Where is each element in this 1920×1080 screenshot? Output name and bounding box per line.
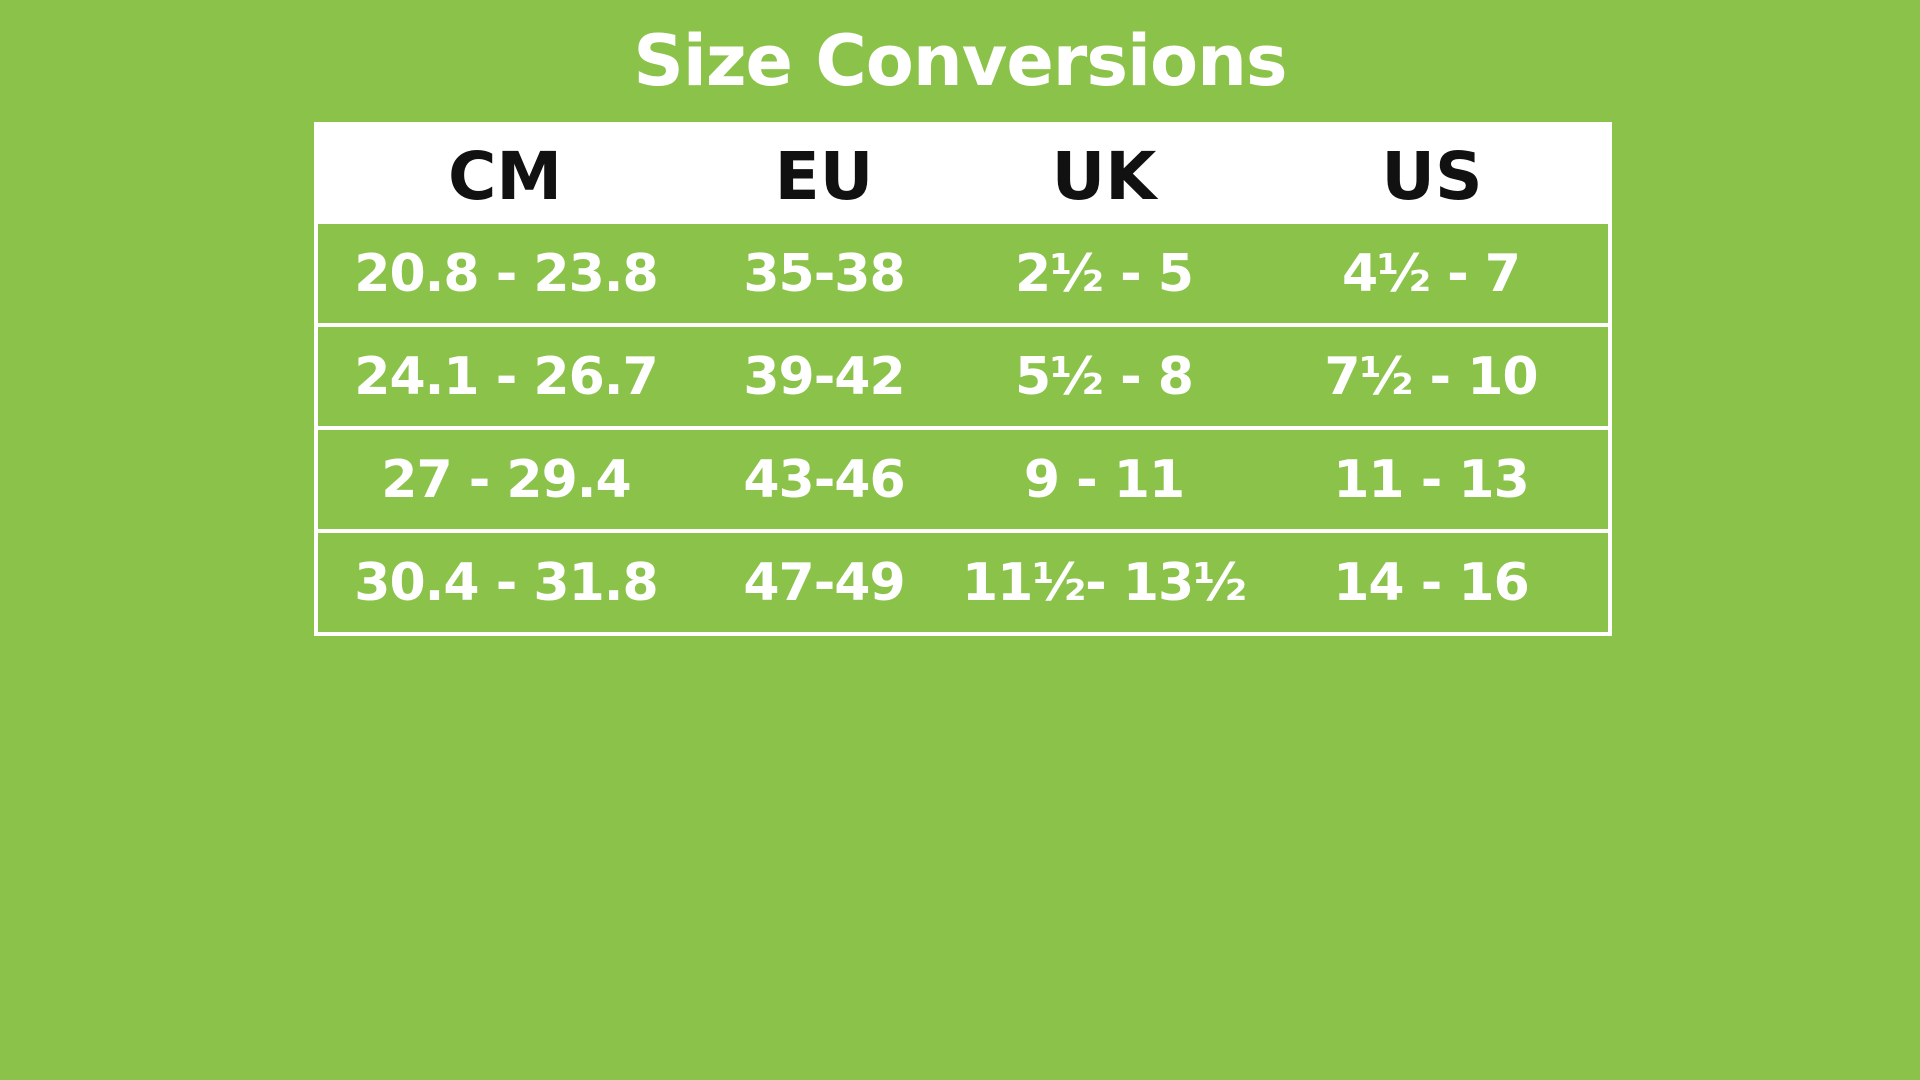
header-us: US (1252, 122, 1612, 224)
cell-cm: 24.1 - 26.7 (314, 323, 694, 430)
page-title: Size Conversions (633, 20, 1287, 102)
cell-us: 11 - 13 (1254, 426, 1612, 533)
table-row: 27 - 29.4 43-46 9 - 11 11 - 13 (314, 426, 1612, 533)
cell-cm: 20.8 - 23.8 (314, 220, 694, 327)
cell-eu: 43-46 (694, 426, 954, 533)
table-header-row: CM EU UK US (314, 122, 1612, 224)
header-uk: UK (952, 122, 1256, 224)
cell-eu: 47-49 (694, 529, 954, 636)
cell-cm: 30.4 - 31.8 (314, 529, 694, 636)
cell-uk: 2½ - 5 (954, 220, 1254, 327)
header-cm: CM (314, 122, 696, 224)
cell-uk: 5½ - 8 (954, 323, 1254, 430)
cell-us: 7½ - 10 (1254, 323, 1612, 430)
cell-us: 4½ - 7 (1254, 220, 1612, 327)
table-row: 30.4 - 31.8 47-49 11½- 13½ 14 - 16 (314, 529, 1612, 636)
table-row: 20.8 - 23.8 35-38 2½ - 5 4½ - 7 (314, 220, 1612, 327)
cell-cm: 27 - 29.4 (314, 426, 694, 533)
table-row: 24.1 - 26.7 39-42 5½ - 8 7½ - 10 (314, 323, 1612, 430)
cell-eu: 35-38 (694, 220, 954, 327)
cell-uk: 11½- 13½ (954, 529, 1254, 636)
size-conversion-table: CM EU UK US 20.8 - 23.8 35-38 2½ - 5 4½ … (314, 122, 1612, 636)
cell-us: 14 - 16 (1254, 529, 1612, 636)
header-eu: EU (692, 122, 956, 224)
cell-uk: 9 - 11 (954, 426, 1254, 533)
cell-eu: 39-42 (694, 323, 954, 430)
